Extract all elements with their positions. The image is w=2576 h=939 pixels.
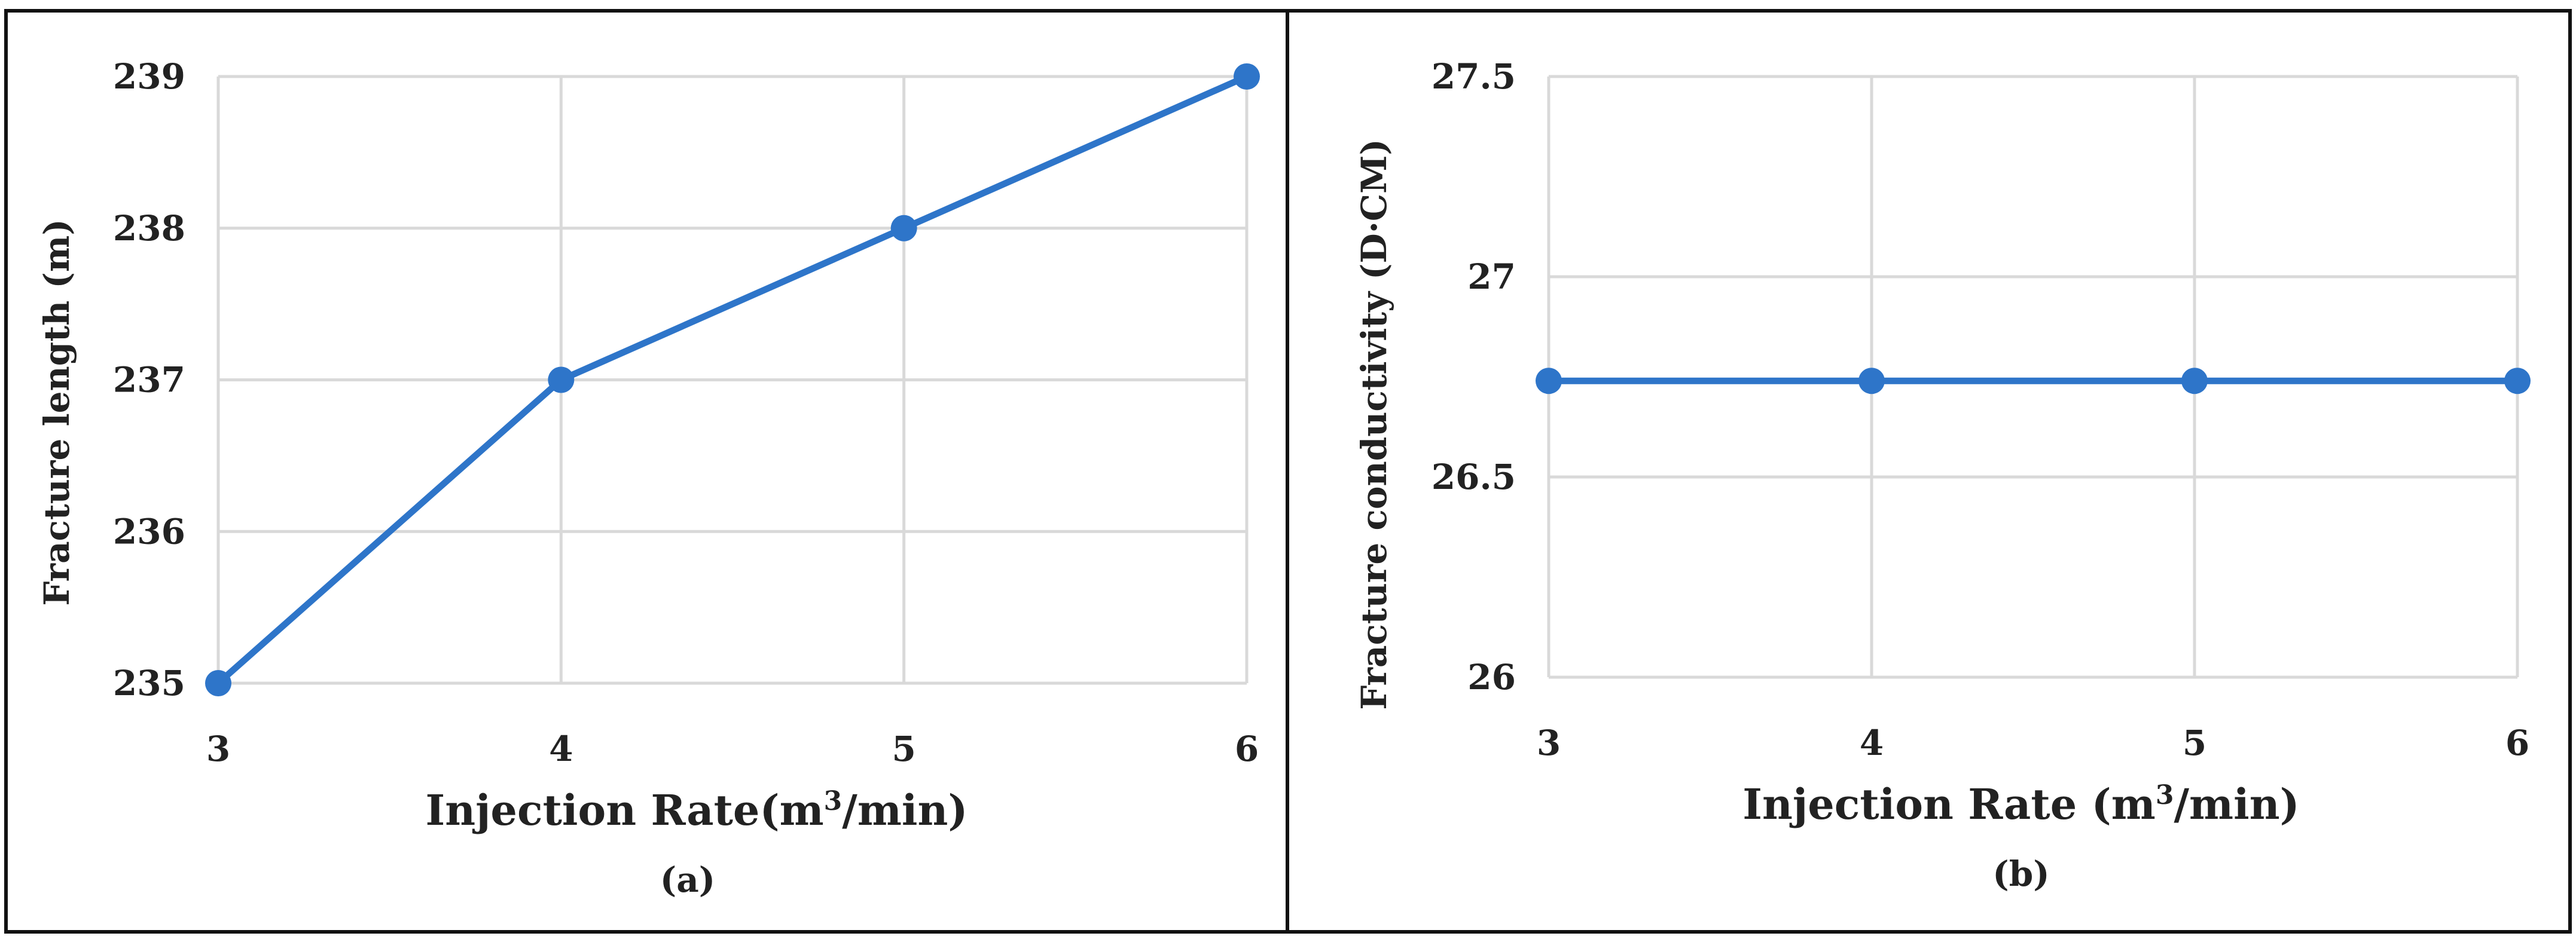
panel-b-data-point	[2181, 368, 2208, 394]
panel-a-x-tick-label: 5	[892, 729, 915, 769]
panel-b-x-tick-label: 3	[1537, 723, 1561, 763]
panel-a-y-tick-label: 236	[113, 511, 185, 552]
panel-a-y-tick-labels: 235 236 237 238 239	[113, 56, 185, 704]
panel-b-x-tick-labels: 3 4 5 6	[1537, 723, 2529, 763]
panel-b-y-tick-label: 26.5	[1432, 457, 1516, 497]
panel-b-data-points	[1536, 368, 2531, 394]
panel-b-y-tick-label: 27	[1467, 256, 1516, 297]
panel-a-y-axis-title: Fracture length (m)	[36, 219, 77, 605]
panel-b-y-tick-labels: 26 26.5 27 27.5	[1432, 56, 1516, 698]
panel-b-gridlines	[1547, 75, 2519, 679]
panel-a-label: (a)	[660, 860, 715, 900]
panel-a-y-tick-label: 238	[113, 208, 185, 249]
panel-a-x-tick-label: 4	[549, 729, 573, 769]
panel-a-data-point	[548, 366, 575, 393]
panel-b-y-tick-label: 26	[1467, 657, 1516, 698]
panel-b-data-point	[2504, 368, 2531, 394]
panel-a-x-tick-label: 6	[1235, 729, 1259, 769]
panel-b-data-point	[1536, 368, 1562, 394]
panel-b-data-point	[1858, 368, 1885, 394]
panel-a-y-tick-label: 237	[113, 360, 185, 400]
panel-a-data-point	[890, 215, 917, 241]
panel-a-x-tick-labels: 3 4 5 6	[206, 729, 1259, 769]
panel-b-x-tick-label: 4	[1860, 723, 1884, 763]
panel-a-y-tick-label: 239	[113, 56, 185, 97]
panel-a-series-line	[215, 73, 1250, 687]
panel-a-x-tick-label: 3	[206, 729, 230, 769]
panel-b-label: (b)	[1992, 854, 2049, 894]
panel-a-y-tick-label: 235	[113, 663, 185, 704]
panel-b-y-tick-label: 27.5	[1432, 56, 1516, 97]
panel-a-x-axis-title: Injection Rate(m3/min)	[425, 785, 967, 835]
panel-b-chart: 26 26.5 27 27.5 3 4 5 6 Injection Rate (m3/min…	[1354, 56, 2531, 894]
panel-a-chart: 235 236 237 238 239 3 4 5 6 Injection Rate(m3/m…	[36, 56, 1260, 900]
panel-a-data-points	[205, 63, 1260, 696]
panel-a-gridlines	[216, 75, 1249, 685]
panel-b-x-tick-label: 6	[2505, 723, 2529, 763]
panel-b-x-axis-title: Injection Rate (m3/min)	[1742, 779, 2299, 829]
panel-a-data-point	[1234, 63, 1260, 90]
panel-b-y-axis-title: Fracture conductivity (D·CM)	[1354, 139, 1394, 709]
panel-a-data-point	[205, 670, 231, 696]
panel-b-x-tick-label: 5	[2183, 723, 2206, 763]
